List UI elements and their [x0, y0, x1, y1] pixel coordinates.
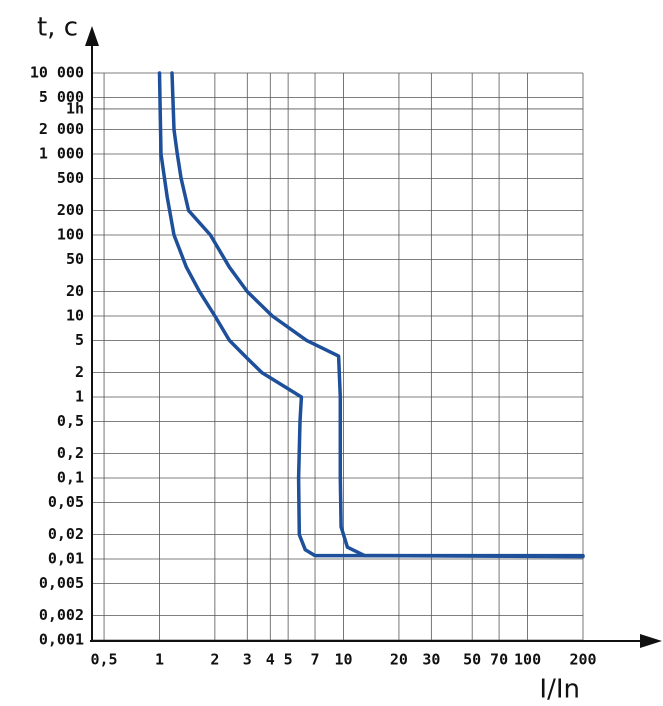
y-tick-label: 200 [57, 201, 84, 219]
y-axis-arrow [85, 26, 99, 46]
y-tick-label: 10 [66, 307, 84, 325]
x-axis-title: I/In [539, 675, 580, 705]
y-tick-label: 5 [75, 331, 84, 349]
x-tick-label: 1 [155, 651, 164, 669]
x-tick-label: 70 [490, 651, 508, 669]
y-tick-label: 0,2 [57, 444, 84, 462]
y-tick-label: 5 000 [39, 88, 84, 106]
y-tick-label: 2 000 [39, 120, 84, 138]
y-tick-label: 10 000 [30, 64, 84, 82]
x-tick-label: 30 [422, 651, 440, 669]
x-tick-label: 10 [334, 651, 352, 669]
y-tick-label: 50 [66, 250, 84, 268]
y-tick-label: 2 [75, 363, 84, 381]
y-tick-label: 0,02 [48, 525, 84, 543]
y-tick-label: 1 000 [39, 145, 84, 163]
trip-curve [170, 71, 585, 559]
y-tick-label: 0,002 [39, 606, 84, 624]
y-tick-label: 500 [57, 169, 84, 187]
x-tick-label: 20 [390, 651, 408, 669]
y-tick-label: 0,01 [48, 550, 84, 568]
y-tick-label: 0,5 [57, 412, 84, 430]
x-tick-label: 7 [311, 651, 320, 669]
y-tick-label: 1 [75, 388, 84, 406]
y-tick-label: 0,005 [39, 574, 84, 592]
y-tick-label: 0,05 [48, 493, 84, 511]
y-tick-label: 100 [57, 226, 84, 244]
y-tick-label: 1h [66, 99, 84, 117]
x-tick-label: 100 [514, 651, 541, 669]
y-tick-label: 20 [66, 282, 84, 300]
y-axis-title: t, c [37, 13, 78, 43]
x-tick-label: 200 [569, 651, 596, 669]
y-tick-label: 0,1 [57, 469, 84, 487]
y-tick-label: 0,001 [39, 631, 84, 649]
x-tick-label: 2 [210, 651, 219, 669]
x-axis-arrow [640, 634, 662, 648]
x-tick-label: 4 [266, 651, 275, 669]
x-tick-label: 3 [243, 651, 252, 669]
x-tick-label: 5 [284, 651, 293, 669]
trip-curve [157, 71, 585, 558]
x-tick-label: 50 [463, 651, 481, 669]
x-tick-label: 0,5 [91, 651, 118, 669]
